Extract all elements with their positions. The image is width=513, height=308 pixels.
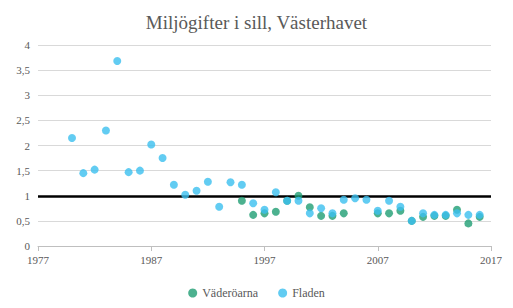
svg-text:2017: 2017 (480, 254, 503, 266)
svg-text:2007: 2007 (367, 254, 390, 266)
svg-text:1987: 1987 (140, 254, 163, 266)
svg-text:0: 0 (25, 240, 31, 252)
svg-text:2,5: 2,5 (16, 114, 30, 126)
svg-text:Väderöarna: Väderöarna (202, 286, 259, 300)
svg-text:2: 2 (25, 140, 31, 152)
svg-text:0,5: 0,5 (16, 215, 30, 227)
svg-text:1: 1 (25, 190, 31, 202)
svg-text:Miljögifter i sill, Västerhave: Miljögifter i sill, Västerhavet (146, 12, 368, 33)
svg-text:1977: 1977 (27, 254, 50, 266)
svg-text:1,5: 1,5 (16, 165, 30, 177)
svg-text:3,5: 3,5 (16, 64, 30, 76)
svg-text:Fladen: Fladen (292, 286, 325, 300)
svg-text:3: 3 (25, 89, 31, 101)
svg-text:1997: 1997 (254, 254, 277, 266)
svg-text:4: 4 (25, 39, 31, 51)
